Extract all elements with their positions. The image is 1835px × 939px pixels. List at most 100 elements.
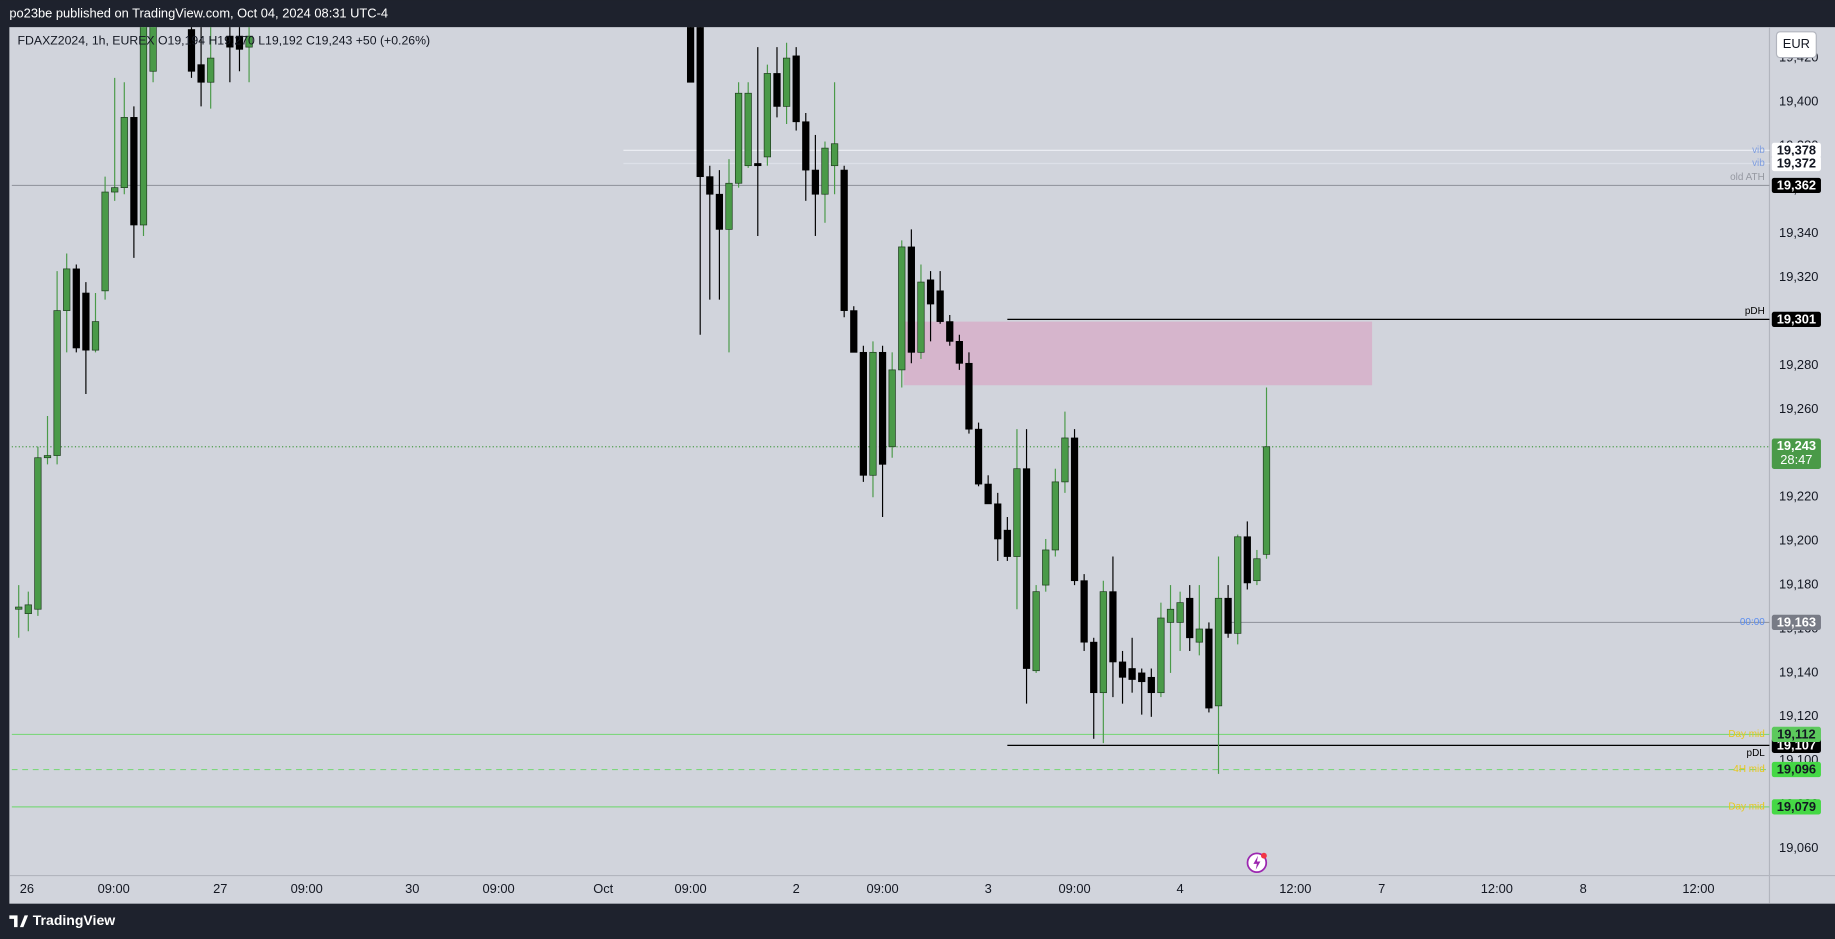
candle-body	[207, 57, 215, 83]
y-tick-label: 19,280	[1779, 357, 1818, 372]
level-price-label: 19,163	[1777, 614, 1816, 629]
candle-body	[754, 163, 762, 167]
x-tick-label: 7	[1378, 881, 1385, 896]
x-tick-label: 09:00	[675, 881, 707, 896]
candle-body	[82, 292, 90, 351]
y-tick-label: 19,260	[1779, 401, 1818, 416]
level-price-box	[1771, 311, 1821, 328]
level-price-box	[1771, 799, 1821, 815]
candle-body	[984, 483, 992, 505]
candle-body	[63, 268, 71, 311]
candle-body	[1003, 529, 1011, 557]
candle-body	[149, 27, 157, 72]
candle-body	[782, 57, 791, 107]
candle-body	[1147, 676, 1155, 694]
candle-body	[1032, 591, 1040, 672]
level-price-label: 19,301	[1777, 311, 1816, 326]
candle-body	[955, 341, 963, 364]
candle-body	[734, 92, 743, 184]
candle-body	[1042, 549, 1050, 586]
candle-body	[187, 29, 196, 72]
alert-dot	[1260, 852, 1267, 859]
x-tick-label: 8	[1580, 881, 1587, 896]
candle-body	[974, 428, 983, 485]
level-name: 00:00	[1740, 617, 1765, 628]
candle-body	[878, 351, 887, 465]
level-name: vib	[1752, 158, 1765, 169]
countdown: 28:47	[1780, 452, 1812, 467]
x-tick-label: 09:00	[1058, 881, 1090, 896]
level-price-box	[1771, 761, 1821, 778]
candle-body	[1061, 437, 1069, 483]
y-tick-label: 19,180	[1779, 576, 1818, 591]
y-tick-label: 19,340	[1779, 225, 1818, 240]
candle-body	[1090, 641, 1098, 694]
alert-icon-bolt	[1253, 855, 1261, 870]
candle-body	[1080, 580, 1088, 643]
level-price-box	[1771, 142, 1821, 158]
x-tick-label: Oct	[593, 881, 613, 896]
level-name: old ATH	[1730, 172, 1765, 183]
level-name: 4H mid	[1733, 764, 1764, 775]
level-price-label: 19,362	[1777, 177, 1816, 192]
candle-body	[1166, 608, 1175, 623]
candle-body	[245, 35, 253, 48]
price-axis: 19,06019,08019,10019,12019,14019,16019,1…	[1771, 50, 1821, 855]
candle-body	[1157, 617, 1165, 694]
currency[interactable]: EUR	[1783, 36, 1810, 51]
x-tick-label: 4	[1177, 881, 1184, 896]
y-tick-label: 19,400	[1779, 93, 1818, 108]
candle-body	[1195, 628, 1203, 643]
legend-text: FDAXZ2024, 1h, EUREX O19,194 H19,270 L19…	[18, 33, 431, 47]
candle-body	[926, 279, 935, 305]
level-price-box	[1771, 177, 1821, 194]
level-price-label: 19,079	[1777, 799, 1816, 814]
candle-body	[1128, 668, 1136, 680]
y-tick-label: 19,060	[1779, 840, 1818, 855]
x-tick-label: 09:00	[866, 881, 898, 896]
last-price-label: 19,243	[1777, 438, 1816, 453]
candle-body	[994, 503, 1002, 540]
candle-body	[120, 117, 128, 188]
candle-body	[715, 193, 724, 230]
x-tick-label: 3	[985, 881, 992, 896]
candle-body	[1022, 468, 1031, 669]
candle-body	[802, 121, 810, 171]
level-price-label: 19,112	[1777, 726, 1816, 741]
candle-body	[725, 182, 733, 230]
x-tick-label: 12:00	[1682, 881, 1714, 896]
level-price-label: 19,372	[1777, 155, 1816, 170]
candle-body	[1243, 536, 1251, 584]
x-tick-label: 09:00	[98, 881, 130, 896]
chart-area	[9, 27, 1835, 904]
candle-body	[850, 310, 858, 353]
candle-body	[34, 457, 42, 610]
candle-body	[1214, 597, 1223, 707]
x-tick-label: 12:00	[1481, 881, 1513, 896]
candle-body	[830, 143, 839, 167]
candle-body	[1013, 468, 1021, 557]
x-tick-label: 12:00	[1279, 881, 1311, 896]
y-tick-label: 19,220	[1779, 489, 1818, 504]
currency-button[interactable]	[1775, 31, 1817, 59]
level-price-box	[1771, 614, 1821, 631]
candle-body	[1051, 481, 1059, 551]
candle-body	[686, 27, 695, 83]
level-name: pDL	[1747, 748, 1766, 759]
candle-body	[101, 191, 109, 292]
level-name: Day mid	[1728, 729, 1764, 740]
zone	[903, 321, 1373, 386]
candle-body	[859, 351, 867, 476]
candle-body	[197, 64, 205, 83]
y-tick-label: 19,320	[1779, 269, 1818, 284]
candle-body	[1070, 437, 1079, 582]
level-name: pDH	[1745, 306, 1765, 317]
candle-body	[869, 351, 877, 476]
level-price-box	[1771, 155, 1821, 172]
candle-body	[763, 73, 772, 158]
candle-body	[72, 268, 80, 349]
x-tick-label: 09:00	[483, 881, 515, 896]
candle-body	[1099, 591, 1107, 694]
